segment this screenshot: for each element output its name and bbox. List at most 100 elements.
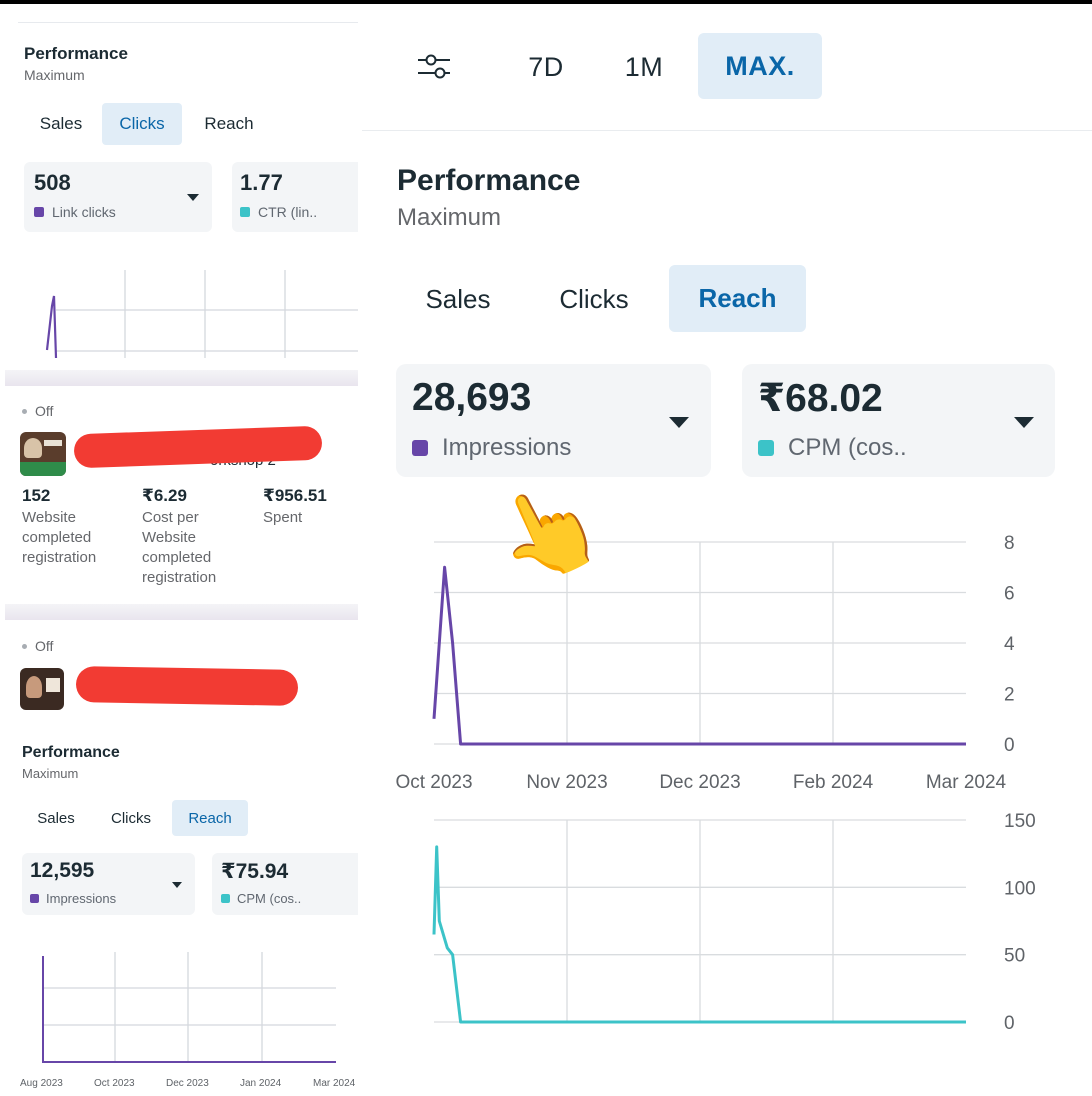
tab-reach[interactable]: Reach — [204, 114, 254, 133]
ad-stat-cost: ₹6.29 Cost per Website completed registr… — [142, 486, 252, 588]
metric-label: Impressions — [30, 891, 116, 906]
metric-value: ₹68.02 — [758, 377, 883, 420]
redaction-scribble — [75, 666, 299, 706]
legend-swatch — [221, 894, 230, 903]
right-screenshot-panel — [362, 4, 1092, 1096]
y-tick-label: 2 — [1004, 685, 1015, 706]
series-line — [42, 956, 336, 1063]
stat-label: Cost per Website completed registration — [142, 509, 217, 586]
metric-label: CPM (cos.. — [758, 434, 907, 462]
x-tick-label: Oct 2023 — [395, 772, 472, 793]
metric-value: 508 — [34, 170, 71, 195]
ad-status: Off — [22, 403, 53, 419]
stat-value: ₹6.29 — [142, 486, 187, 505]
thumb-banner — [20, 462, 66, 476]
metric-value: 28,693 — [412, 376, 532, 419]
legend-swatch — [30, 894, 39, 903]
thumb-figure — [26, 676, 42, 698]
stat-value: 152 — [22, 486, 51, 505]
performance-subtitle: Maximum — [22, 766, 79, 781]
chevron-down-icon — [187, 194, 199, 201]
row-divider — [5, 370, 358, 386]
chevron-down-icon — [669, 417, 689, 428]
impressions-chart: 8 6 4 2 0 Oct 2023 Nov 2023 Dec 2023 Feb 2024 Mar… — [395, 533, 1015, 793]
y-tick-label: 6 — [1004, 584, 1015, 605]
impressions-mini-chart: Aug 2023 Oct 2023 Dec 2023 Jan 2024 Mar … — [20, 952, 356, 1089]
top-edge — [0, 0, 1092, 4]
y-tick-label: 0 — [1004, 1013, 1015, 1034]
y-tick-label: 8 — [1004, 533, 1015, 554]
link-clicks-mini-chart — [45, 270, 358, 359]
status-text: Off — [35, 638, 54, 654]
metric-selector-link-clicks[interactable]: 508 Link clicks — [24, 162, 212, 232]
metric-selector-impressions[interactable]: 28,693 Impressions — [396, 364, 711, 477]
x-tick-label: Nov 2023 — [526, 772, 607, 793]
metric-label: Link clicks — [34, 204, 116, 220]
ad-thumbnail[interactable] — [20, 668, 64, 710]
status-dot — [22, 643, 27, 649]
metric-value: 1.77 — [240, 170, 283, 195]
legend-swatch — [758, 440, 774, 456]
metric-value: ₹75.94 — [221, 860, 289, 883]
ad-status: Off — [22, 638, 53, 654]
metric-label-text: Impressions — [46, 891, 117, 906]
metric-label-text: Impressions — [442, 434, 572, 461]
tab-sales[interactable]: Sales — [39, 114, 83, 133]
metric-label-text: CPM (cos.. — [788, 434, 907, 461]
metric-label: Impressions — [412, 434, 571, 462]
performance-subtitle: Maximum — [397, 204, 502, 231]
series-line — [432, 565, 966, 746]
x-tick: Aug 2023 — [20, 1078, 63, 1089]
tab-clicks[interactable]: Clicks — [102, 103, 182, 145]
tab-sales[interactable]: Sales — [425, 283, 491, 314]
cpm-chart: 150 100 50 0 — [432, 811, 1036, 1034]
y-tick-label: 0 — [1004, 735, 1015, 756]
metric-selector-cpm[interactable]: ₹68.02 CPM (cos.. — [742, 364, 1055, 477]
performance-title: Performance — [397, 164, 581, 197]
tab-reach[interactable]: Reach — [172, 800, 248, 836]
redaction-scribble — [73, 425, 323, 469]
status-dot — [22, 408, 27, 414]
legend-swatch — [240, 207, 250, 217]
x-tick-label: Feb 2024 — [793, 772, 874, 793]
y-tick-label: 4 — [1004, 634, 1015, 655]
x-tick: Mar 2024 — [313, 1078, 356, 1089]
performance-title: Performance — [22, 744, 120, 761]
series-line — [432, 845, 966, 1024]
sliders-icon[interactable] — [414, 50, 454, 84]
metric-label-text: Link clicks — [52, 204, 116, 220]
range-7d-button[interactable]: 7D — [528, 51, 564, 82]
metric-label: CPM (cos.. — [221, 891, 301, 906]
row-divider — [5, 604, 358, 620]
tab-reach[interactable]: Reach — [669, 265, 806, 332]
legend-swatch — [34, 207, 44, 217]
chevron-down-icon — [172, 882, 182, 888]
metric-selector-cpm[interactable]: ₹75.94 CPM (cos.. — [212, 853, 358, 915]
chevron-down-icon — [1014, 417, 1034, 428]
metric-selector-impressions[interactable]: 12,595 Impressions — [22, 853, 195, 915]
stat-label: Website completed registration — [22, 509, 97, 566]
tab-sales[interactable]: Sales — [37, 809, 75, 827]
tab-clicks[interactable]: Clicks — [111, 809, 151, 827]
range-max-button[interactable]: MAX. — [698, 33, 822, 99]
legend-swatch — [412, 440, 428, 456]
series-line — [45, 295, 58, 359]
thumb-text — [46, 678, 60, 692]
thumb-figure — [24, 438, 42, 458]
metric-label: CTR (lin.. — [240, 204, 317, 220]
x-tick-label: Mar 2024 — [926, 772, 1007, 793]
left-screenshot-panel: Performance Maximum Sales Clicks Reach 5… — [0, 4, 358, 1096]
metric-selector-ctr[interactable]: 1.77 CTR (lin.. — [232, 162, 358, 232]
tab-clicks[interactable]: Clicks — [559, 283, 629, 314]
x-tick: Jan 2024 — [240, 1078, 282, 1089]
stat-label: Spent — [263, 509, 303, 526]
ad-stat-spent: ₹956.51 Spent — [263, 486, 358, 528]
y-tick-label: 100 — [1004, 878, 1036, 899]
range-1m-button[interactable]: 1M — [624, 51, 664, 82]
metric-label-text: CTR (lin.. — [258, 204, 318, 220]
header-divider — [362, 130, 1092, 131]
ad-thumbnail[interactable] — [20, 432, 66, 476]
x-tick: Oct 2023 — [94, 1078, 135, 1089]
performance-subtitle: Maximum — [24, 67, 85, 83]
thumb-text — [44, 440, 62, 446]
